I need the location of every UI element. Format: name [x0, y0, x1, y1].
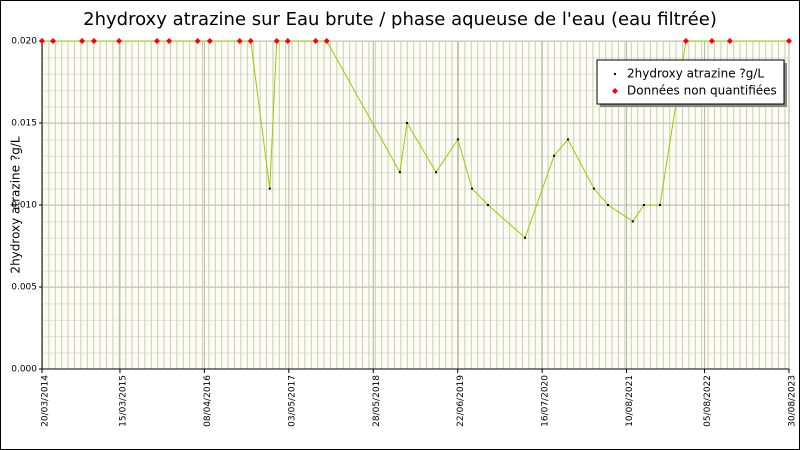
- legend-label: Données non quantifiées: [627, 84, 777, 98]
- point: [471, 187, 474, 190]
- legend-box: [596, 59, 785, 105]
- x-tick-label: 08/04/2016: [203, 375, 213, 427]
- point: [284, 38, 291, 44]
- y-tick-label: 0.015: [11, 119, 37, 129]
- point: [153, 38, 160, 44]
- legend-label: 2hydroxy atrazine ?g/L: [627, 67, 764, 81]
- x-tick-label: 15/03/2015: [118, 375, 128, 427]
- legend: 2hydroxy atrazine ?g/L Données non quanti…: [596, 59, 787, 107]
- plot: 0.000 0.005 0.010 0.015 0.020 20/03/2014 15/03…: [11, 37, 797, 427]
- point: [435, 171, 438, 174]
- point: [312, 38, 319, 44]
- point: [247, 38, 254, 44]
- point: [487, 204, 490, 206]
- point: [642, 204, 645, 206]
- series-line: [42, 40, 789, 239]
- x-tick-label: 10/08/2021: [625, 375, 635, 427]
- point: [456, 138, 459, 141]
- point: [406, 122, 409, 124]
- y-axis-label: 2hydroxy atrazine ?g/L: [9, 136, 23, 273]
- point: [236, 38, 243, 44]
- point: [90, 38, 97, 44]
- point: [166, 38, 173, 44]
- x-tick-label: 05/08/2022: [703, 375, 713, 427]
- point: [786, 38, 792, 44]
- point: [398, 171, 401, 174]
- point: [726, 38, 733, 44]
- x-tick-label: 16/07/2020: [541, 375, 551, 427]
- point: [524, 236, 527, 239]
- x-tick-label: 30/08/2023: [788, 375, 798, 427]
- point: [682, 38, 689, 44]
- y-tick-label: 0.020: [11, 37, 37, 47]
- legend-marker: [612, 88, 618, 94]
- point: [194, 38, 201, 44]
- point: [592, 187, 595, 190]
- point: [273, 38, 280, 44]
- x-tick-label: 28/05/2018: [372, 375, 382, 427]
- legend-marker: [614, 73, 616, 75]
- x-tick-label: 03/05/2017: [287, 375, 297, 427]
- point: [206, 38, 213, 44]
- point: [631, 220, 634, 223]
- y-tick-label: 0.005: [11, 283, 37, 293]
- point: [708, 38, 715, 44]
- chart-title: 2hydroxy atrazine sur Eau brute / phase …: [83, 9, 717, 30]
- point: [268, 187, 271, 190]
- y-tick-label: 0.000: [11, 365, 37, 375]
- point: [566, 138, 569, 141]
- x-tick-label: 22/06/2019: [456, 375, 466, 427]
- point: [116, 38, 123, 44]
- point: [553, 154, 556, 157]
- point: [606, 204, 609, 206]
- x-tick-label: 20/03/2014: [41, 375, 51, 427]
- point: [79, 38, 86, 44]
- point: [39, 38, 45, 44]
- point: [50, 38, 57, 44]
- point: [323, 38, 330, 44]
- point: [658, 204, 661, 206]
- y-tick-label: 0.010: [11, 201, 37, 211]
